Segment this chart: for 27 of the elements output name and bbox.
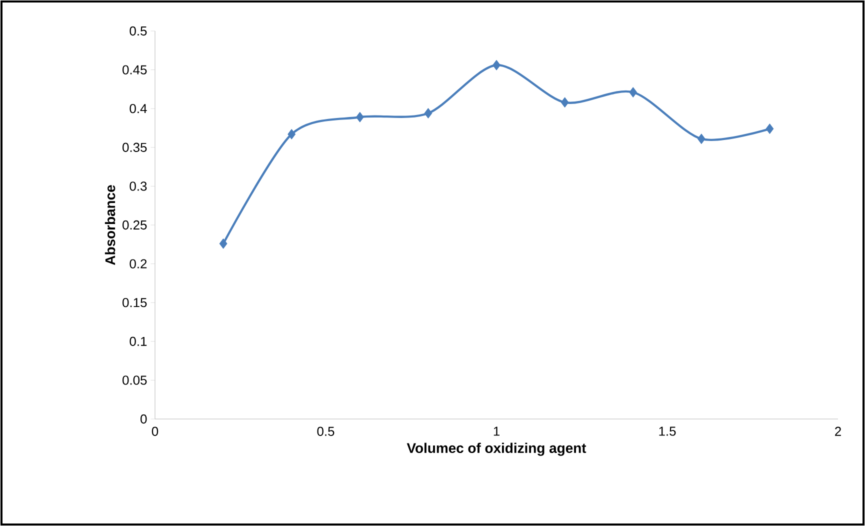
point	[697, 134, 706, 144]
y-tick-label: 0.1	[130, 336, 147, 346]
y-tick-label: 0.5	[130, 26, 147, 36]
y-tick-label: 0.2	[130, 259, 147, 268]
y-tick-label: 0.25	[122, 220, 147, 230]
point	[219, 238, 228, 249]
point	[629, 87, 638, 98]
y-tick-label: 0.3	[130, 182, 147, 191]
point	[288, 128, 296, 140]
y-tick-label: 0	[140, 414, 147, 424]
x-tick-label: 1.5	[659, 426, 676, 436]
x-tick-label: 1	[494, 426, 500, 436]
x-axis-title: Volumec of oxidizing agent	[406, 442, 586, 456]
y-tick-label: 0.15	[122, 298, 147, 308]
y-tick-label: 0.4	[130, 104, 147, 114]
y-tick-label: 0.05	[122, 376, 147, 385]
point	[766, 124, 774, 134]
point	[356, 112, 364, 122]
point	[560, 97, 569, 108]
y-tick-label: 0.35	[122, 142, 147, 152]
x-tick-label: 2	[835, 426, 841, 436]
point	[492, 60, 500, 70]
point	[424, 108, 432, 118]
x-tick-label: 0.5	[317, 426, 334, 436]
x-tick-label: 0	[152, 426, 158, 436]
y-tick-label: 0.45	[122, 65, 147, 74]
y-axis-title: Absorbance	[104, 185, 116, 265]
